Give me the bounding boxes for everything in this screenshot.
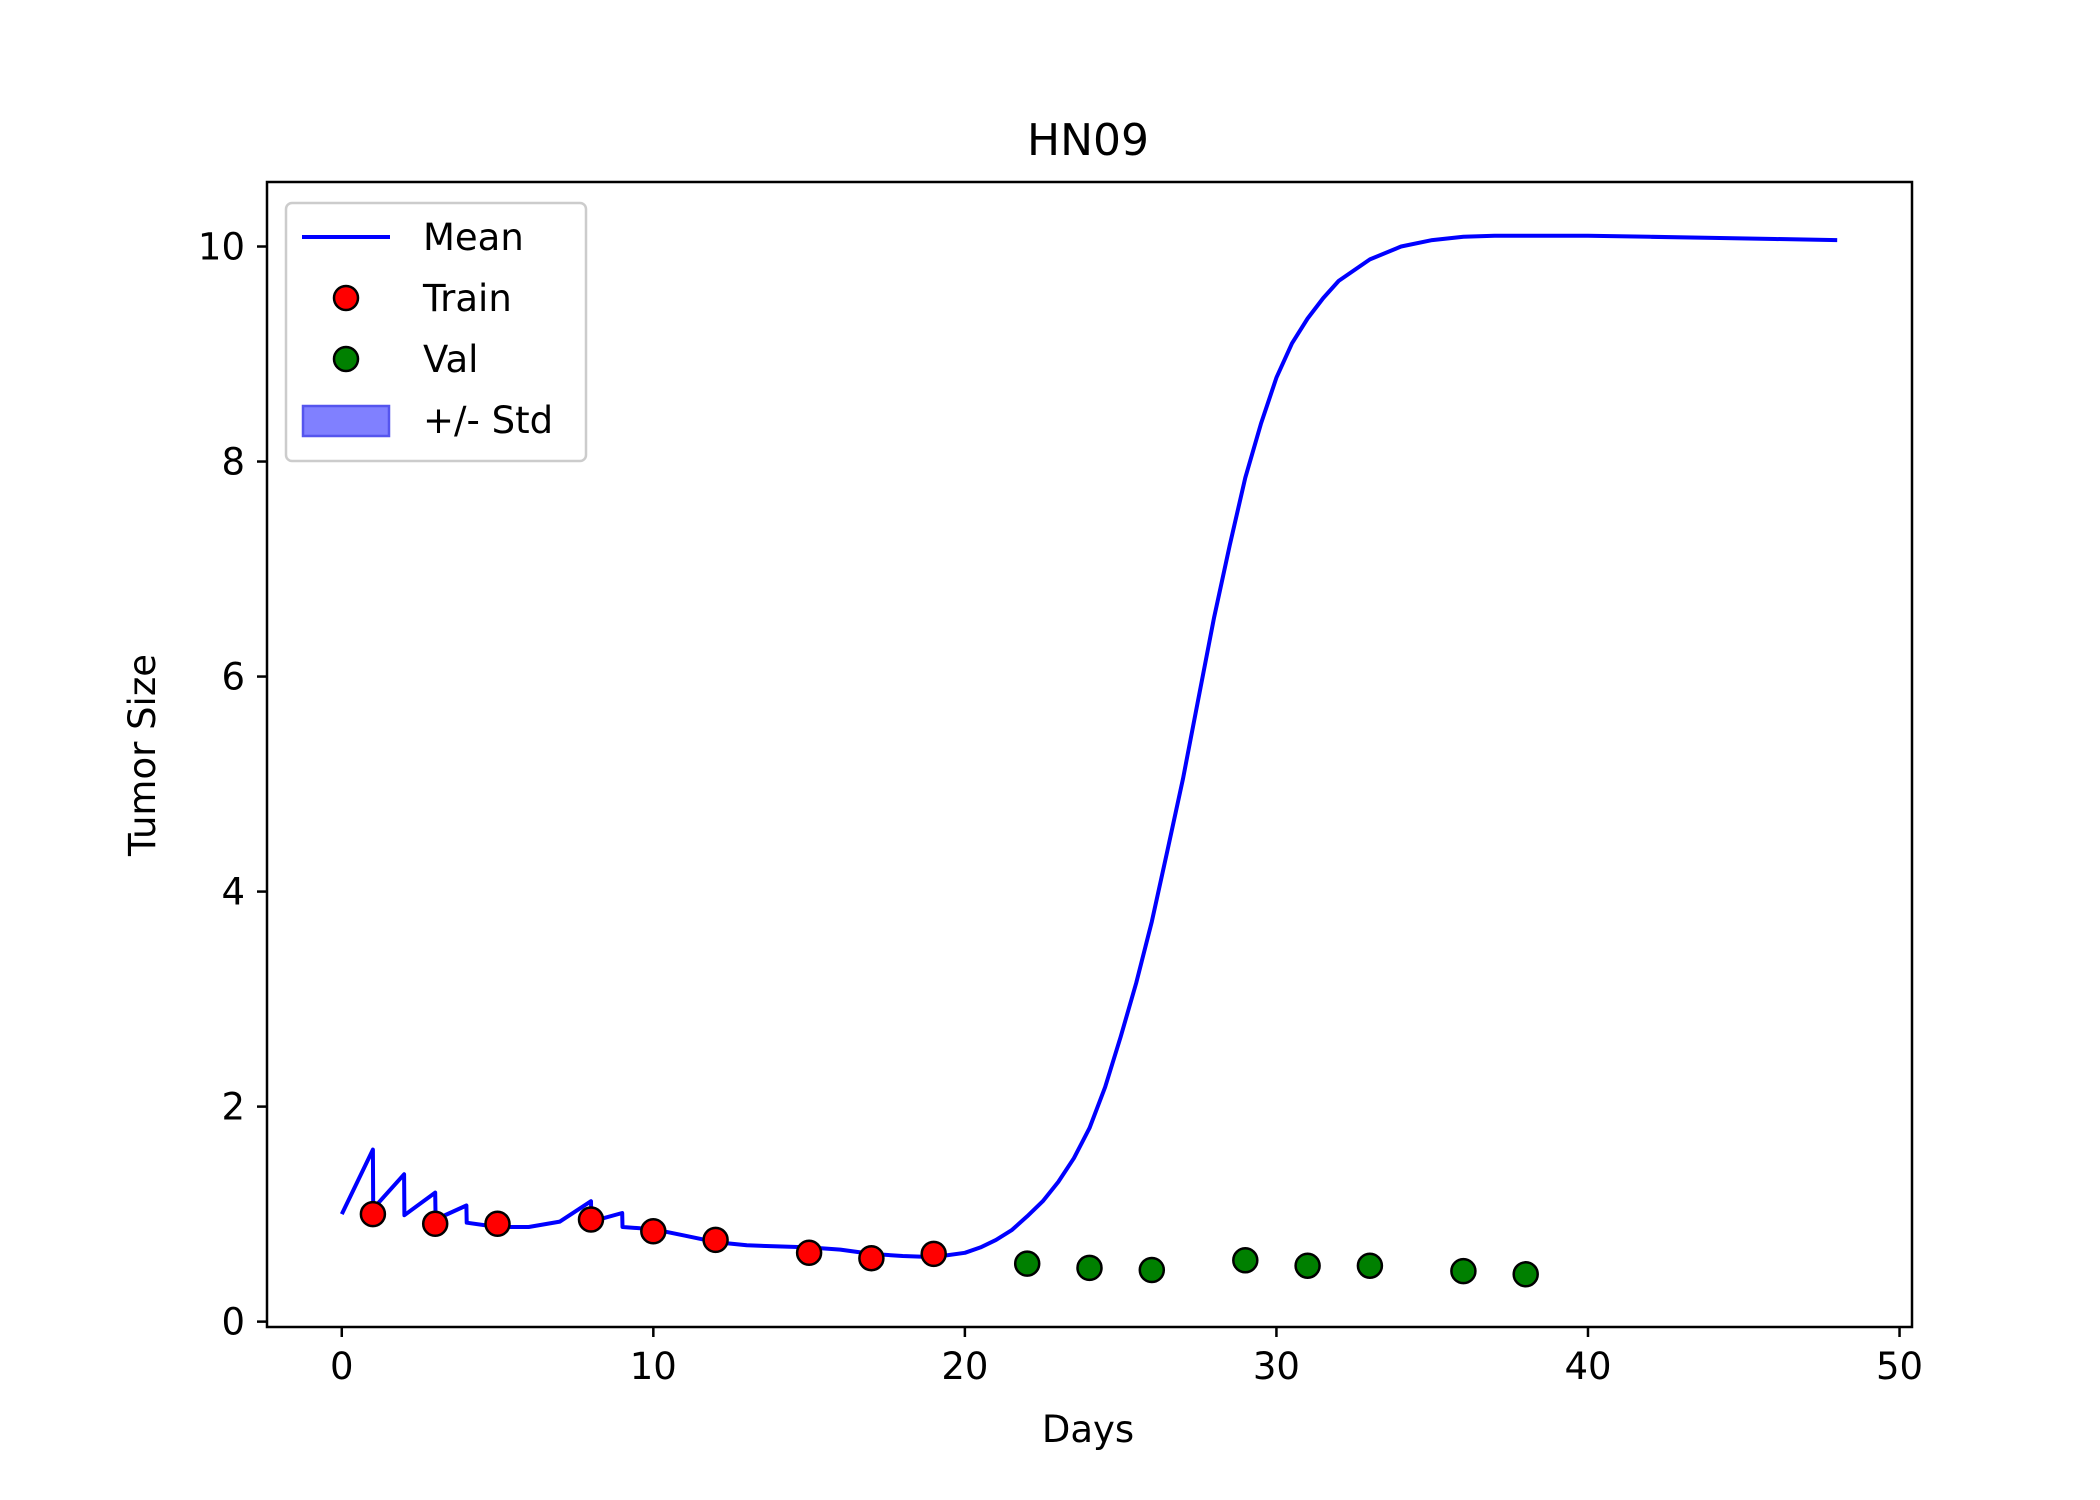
train-point [359,1200,387,1228]
legend: Mean Train Val +/- Std [284,201,588,463]
x-tick-label: 40 [1564,1345,1611,1388]
legend-std-swatch [301,404,391,438]
y-tick-label: 0 [221,1301,245,1344]
x-tick-label: 0 [330,1345,354,1388]
train-point [640,1218,667,1245]
y-tick-label: 2 [221,1086,245,1129]
val-point [1512,1261,1539,1288]
chart-title: HN09 [1027,115,1149,166]
legend-train-marker [332,284,360,312]
x-tick-label: 10 [630,1345,677,1388]
x-axis-label: Days [1042,1408,1134,1451]
x-tick-label: 20 [941,1345,988,1388]
plot-frame [265,180,1914,1329]
y-tick-label: 6 [221,656,245,699]
legend-val-label: Val [423,338,478,381]
val-point [1076,1254,1103,1282]
y-tick-label: 4 [221,871,245,914]
val-point [1450,1257,1477,1285]
x-tick-label: 50 [1876,1345,1923,1388]
train-point [421,1210,449,1238]
y-tick-label: 10 [198,226,245,269]
mean-line [339,233,1838,1260]
x-tick-label: 30 [1253,1345,1300,1388]
train-point [577,1206,605,1233]
val-point [1356,1252,1384,1279]
x-axis: 0 10 20 30 40 50 [330,1327,1923,1388]
y-axis: 0 2 4 6 8 10 [198,226,267,1344]
legend-std-label: +/- Std [423,399,553,442]
legend-val-marker [332,345,360,373]
train-point [795,1239,823,1267]
legend-frame [284,201,588,463]
train-point [858,1244,885,1272]
train-point [920,1240,947,1268]
series-layer [339,233,1838,1288]
val-point [1013,1250,1041,1277]
legend-train-label: Train [422,277,512,320]
val-point [1232,1247,1259,1274]
val-point [1294,1252,1321,1279]
legend-mean-label: Mean [423,216,524,259]
y-axis-label: Tumor Size [121,654,164,857]
train-point [484,1210,511,1238]
y-tick-label: 8 [221,441,245,484]
train-point [702,1226,729,1254]
val-point [1138,1256,1166,1284]
